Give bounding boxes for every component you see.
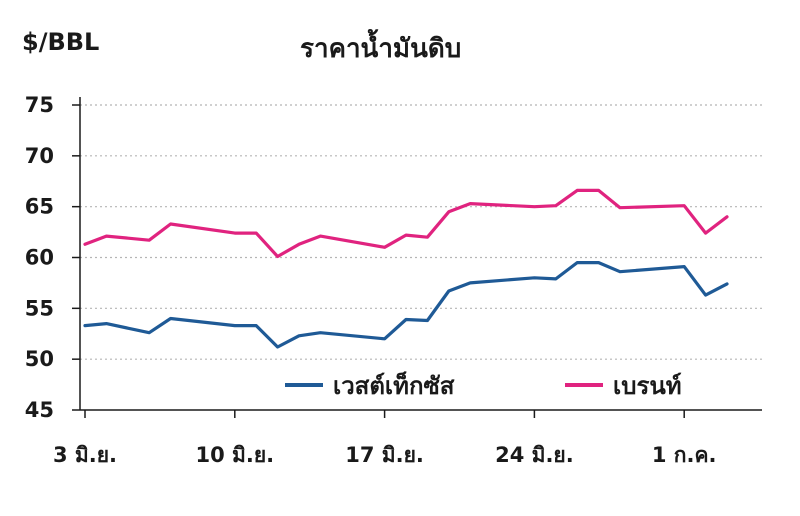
series-lines — [83, 188, 729, 349]
y-tick-label-65: 65 — [25, 195, 54, 219]
y-tick-label-75: 75 — [25, 93, 54, 117]
y-tick-label-70: 70 — [25, 144, 54, 168]
x-tick-label-2: 17 มิ.ย. — [345, 443, 424, 467]
x-tick-label-3: 24 มิ.ย. — [495, 443, 574, 467]
legend-label-1: เบรนท์ — [613, 372, 682, 400]
y-tick-label-45: 45 — [25, 398, 54, 422]
y-tick-label-55: 55 — [25, 296, 54, 320]
legend-label-0: เวสต์เท็กซัส — [333, 371, 455, 400]
legend: เวสต์เท็กซัส เบรนท์ — [285, 371, 682, 400]
series-line-brent — [83, 188, 729, 259]
y-tick-label-60: 60 — [25, 246, 54, 270]
x-tick-label-0: 3 มิ.ย. — [53, 443, 117, 467]
x-tick-label-1: 10 มิ.ย. — [195, 443, 274, 467]
chart-title: ราคาน้ำมันดิบ — [300, 34, 462, 64]
x-tick-label-4: 1 ก.ค. — [652, 443, 717, 467]
series-line-wti — [83, 261, 729, 349]
grid-lines — [80, 104, 762, 360]
y-tick-label-50: 50 — [25, 347, 54, 371]
axes: 45 50 55 60 65 70 75 3 มิ.ย. 10 มิ.ย. 17 มิ.ย. 24 … — [25, 93, 762, 467]
y-axis-unit-label: $/BBL — [22, 28, 100, 56]
